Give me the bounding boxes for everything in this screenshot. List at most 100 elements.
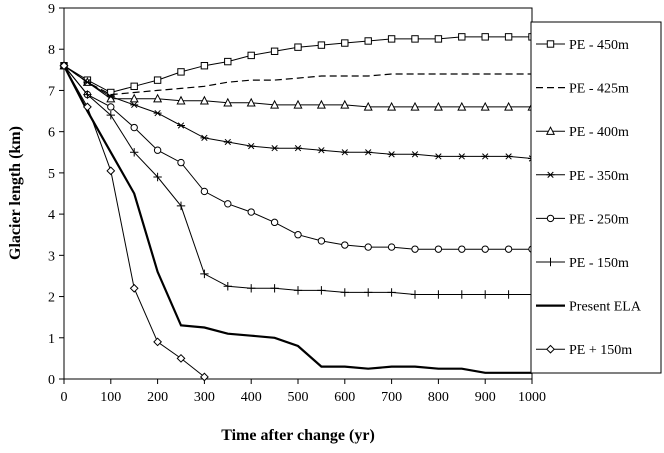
data-point	[364, 243, 372, 251]
data-point	[247, 284, 256, 293]
data-point	[200, 187, 209, 196]
legend-marker	[545, 126, 556, 135]
data-point	[411, 35, 419, 43]
legend-marker	[546, 214, 555, 223]
legend-item-pe-150m: PE - 150m	[536, 256, 629, 271]
series-line	[63, 65, 532, 96]
x-tick-label: 900	[475, 390, 496, 405]
legend-item-pe-150m: PE + 150m	[536, 343, 632, 358]
data-point	[153, 76, 162, 84]
data-point	[341, 39, 349, 47]
data-point	[247, 208, 255, 216]
data-point	[340, 288, 349, 297]
data-point	[317, 237, 326, 245]
x-tick-label: 600	[334, 390, 355, 405]
data-point	[270, 218, 279, 227]
data-point	[317, 41, 326, 49]
x-tick-label: 500	[288, 390, 309, 405]
x-tick-label: 0	[61, 390, 68, 405]
x-tick-label: 200	[147, 390, 168, 405]
data-point	[270, 99, 280, 109]
data-point	[106, 93, 115, 100]
data-point	[457, 290, 466, 299]
x-tick-label: 1000	[518, 390, 546, 405]
legend-label: Present ELA	[569, 300, 642, 315]
data-point	[387, 151, 396, 158]
y-tick-label: 5	[48, 167, 55, 182]
y-tick-label: 1	[48, 332, 55, 347]
data-point	[294, 231, 302, 239]
data-point	[129, 93, 139, 103]
data-point	[434, 153, 443, 160]
data-point	[223, 138, 232, 146]
legend-label: PE - 425m	[569, 82, 629, 97]
y-tick-label: 8	[48, 43, 55, 58]
data-point	[270, 47, 279, 55]
x-tick-label: 800	[428, 390, 449, 405]
data-point	[504, 290, 513, 299]
legend-label: PE - 400m	[569, 125, 629, 140]
data-point	[457, 101, 467, 111]
data-point	[458, 245, 466, 253]
data-point	[340, 99, 350, 109]
series-line	[63, 65, 532, 374]
data-point	[387, 35, 396, 43]
y-axis-title: Glacier length (km)	[7, 126, 24, 260]
legend-marker	[546, 171, 555, 178]
data-point	[107, 103, 115, 111]
data-point	[130, 82, 138, 91]
x-tick-label: 400	[241, 390, 262, 405]
data-point	[317, 147, 326, 154]
plot-area	[63, 7, 533, 380]
series-pe-350m	[60, 62, 536, 162]
data-point	[480, 101, 490, 111]
legend-marker	[546, 40, 555, 48]
data-point	[200, 134, 209, 142]
data-point	[153, 337, 163, 347]
x-axis: 0 100 200 300 400 500 600 700 800 900 1000	[61, 379, 546, 405]
legend-item-pe-400m: PE - 400m	[536, 125, 629, 140]
data-point	[129, 283, 139, 293]
data-point	[410, 290, 420, 299]
legend-item-pe-250m: PE - 250m	[536, 212, 629, 227]
series-layer	[59, 33, 537, 382]
data-point	[364, 288, 373, 297]
data-point	[270, 284, 279, 293]
data-point	[293, 286, 303, 295]
y-tick-label: 6	[48, 126, 55, 141]
data-point	[363, 101, 373, 111]
data-point	[130, 123, 138, 132]
data-point	[130, 148, 139, 157]
y-tick-label: 4	[48, 208, 55, 223]
data-point	[247, 51, 255, 60]
y-tick-label: 9	[48, 2, 55, 17]
data-point	[434, 35, 443, 43]
data-point	[199, 95, 209, 105]
data-point	[504, 101, 514, 111]
data-point	[410, 101, 420, 111]
x-tick-label: 700	[381, 390, 402, 405]
data-point	[223, 282, 232, 291]
data-point	[294, 43, 302, 51]
data-point	[106, 110, 115, 120]
legend-label: PE - 350m	[569, 169, 629, 184]
data-point	[223, 97, 233, 107]
x-axis-title: Time after change (yr)	[221, 427, 375, 444]
data-point	[176, 95, 186, 105]
data-point	[270, 145, 279, 152]
data-point	[411, 151, 419, 158]
data-point	[387, 243, 396, 251]
legend-marker	[546, 257, 555, 267]
data-point	[153, 109, 162, 117]
data-point	[130, 101, 139, 109]
data-point	[200, 62, 209, 70]
y-tick-label: 0	[48, 373, 55, 388]
data-point	[177, 158, 185, 167]
data-point	[481, 290, 490, 299]
data-point	[364, 37, 372, 45]
series-pe-150m	[59, 61, 209, 382]
data-point	[434, 245, 443, 253]
data-point	[387, 101, 397, 111]
data-point	[504, 153, 513, 160]
data-point	[176, 201, 186, 211]
